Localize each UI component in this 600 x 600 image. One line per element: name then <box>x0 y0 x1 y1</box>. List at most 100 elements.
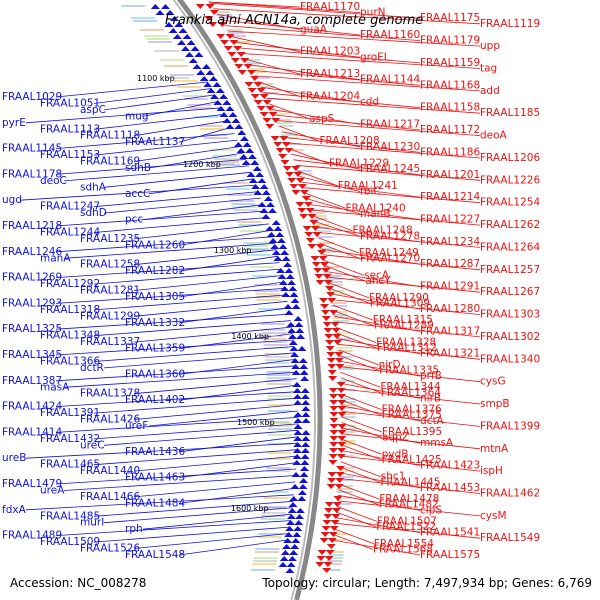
gene-arrow <box>315 244 325 249</box>
gene-label: FRAAL1507 <box>377 515 437 527</box>
leader-line <box>25 442 298 459</box>
gene-arrow <box>265 106 275 111</box>
gene-arrow <box>305 238 315 243</box>
gene-arrow <box>265 226 275 231</box>
leader-line <box>257 81 301 97</box>
gene-label: FRAAL1264 <box>480 241 540 253</box>
feature-stripe <box>255 290 280 292</box>
gene-arrow <box>188 58 198 63</box>
gene-label: FRAAL1204 <box>300 91 360 103</box>
feature-stripe <box>209 149 234 151</box>
leader-line <box>326 271 421 287</box>
gene-arrow <box>287 178 297 183</box>
gene-label: FRAAL1159 <box>420 57 480 69</box>
gene-label: FRAAL1344 <box>380 381 440 393</box>
feature-stripe <box>253 284 278 286</box>
gene-arrow <box>276 238 286 243</box>
gene-arrow <box>225 34 235 39</box>
gene-label: FRAAL1337 <box>80 336 140 348</box>
leader-line <box>25 107 222 124</box>
accession-label: Accession: NC_008278 <box>10 576 147 590</box>
gene-label: FRAAL1466 <box>80 491 140 503</box>
gene-arrow <box>337 430 347 435</box>
gene-label: cysM <box>480 510 507 522</box>
gene-arrow <box>169 16 179 21</box>
gene-label: FRAAL1290 <box>369 292 429 304</box>
gene-label: aspC <box>80 104 106 116</box>
gene-label: FRAAL1303 <box>480 309 540 321</box>
feature-stripe <box>213 158 238 160</box>
leader-line <box>332 534 374 550</box>
gene-label: purN <box>360 7 386 19</box>
gene-label: masA <box>40 381 70 393</box>
leader-line <box>55 81 208 98</box>
leader-line <box>263 92 421 109</box>
gene-arrow <box>294 520 304 525</box>
gene-arrow <box>330 322 340 327</box>
feature-stripe <box>204 137 229 139</box>
feature-stripe <box>266 374 291 376</box>
gene-label: murI <box>80 517 104 529</box>
leader-line <box>322 254 481 271</box>
gene-arrow <box>192 64 202 69</box>
feature-stripe <box>266 458 291 460</box>
gene-label: deoC <box>40 175 67 187</box>
gene-label: smpB <box>480 398 510 410</box>
feature-stripe <box>262 506 287 508</box>
leader-line <box>328 282 369 299</box>
leader-line <box>231 36 301 53</box>
gene-arrow <box>267 208 277 213</box>
gene-label: FRAAL1509 <box>40 536 100 548</box>
gene-arrow <box>273 226 283 231</box>
gene-arrow <box>285 274 295 279</box>
gene-arrow <box>278 154 288 159</box>
gene-arrow <box>307 214 317 219</box>
gene-label: FRAAL1317 <box>420 325 480 337</box>
leader-line <box>315 226 421 243</box>
gene-label: accC <box>125 188 150 200</box>
gene-arrow <box>334 358 344 363</box>
gene-arrow <box>310 256 320 261</box>
feature-stripe <box>330 539 347 541</box>
feature-stripe <box>338 380 355 382</box>
leader-line <box>341 444 382 461</box>
gene-label: FRAAL1445 <box>380 476 440 488</box>
feature-stripe <box>255 293 280 295</box>
gene-arrow <box>307 244 317 249</box>
gene-arrow <box>222 118 232 123</box>
gene-arrow <box>250 160 260 165</box>
gene-label: FRAAL1312 <box>377 342 437 354</box>
gene-arrow <box>273 256 283 261</box>
gene-arrow <box>288 340 298 345</box>
leader-line <box>133 481 296 498</box>
leader-line <box>55 159 246 175</box>
gene-arrow <box>150 4 160 9</box>
gene-arrow <box>291 190 301 195</box>
feature-stripe <box>173 80 198 82</box>
leader-line <box>103 507 293 524</box>
gene-arrows <box>150 4 347 573</box>
leader-line <box>55 417 299 433</box>
gene-label: FRAAL1432 <box>40 433 100 445</box>
gene-arrow <box>301 400 311 405</box>
feature-stripe <box>214 11 231 13</box>
gene-arrow <box>201 64 211 69</box>
gene-arrow <box>283 262 293 267</box>
gene-arrow <box>288 286 298 291</box>
gene-label: FRAAL1208 <box>320 135 380 147</box>
leader-line <box>55 236 273 253</box>
feature-stripe <box>325 563 342 565</box>
gene-arrow <box>299 478 309 483</box>
gene-label: fdxA <box>2 504 27 516</box>
kbp-label: 1100 kbp <box>137 74 175 83</box>
gene-label: FRAAL1179 <box>420 35 480 47</box>
gene-arrow <box>290 352 300 357</box>
leader-line <box>293 159 421 176</box>
gene-label: FRAAL1227 <box>420 214 480 226</box>
leader-line <box>341 422 383 438</box>
gene-label: ureB <box>2 452 26 464</box>
leader-line <box>341 411 481 427</box>
leader-line <box>331 539 421 556</box>
feature-stripe <box>337 479 354 481</box>
feature-stripe <box>330 305 347 307</box>
